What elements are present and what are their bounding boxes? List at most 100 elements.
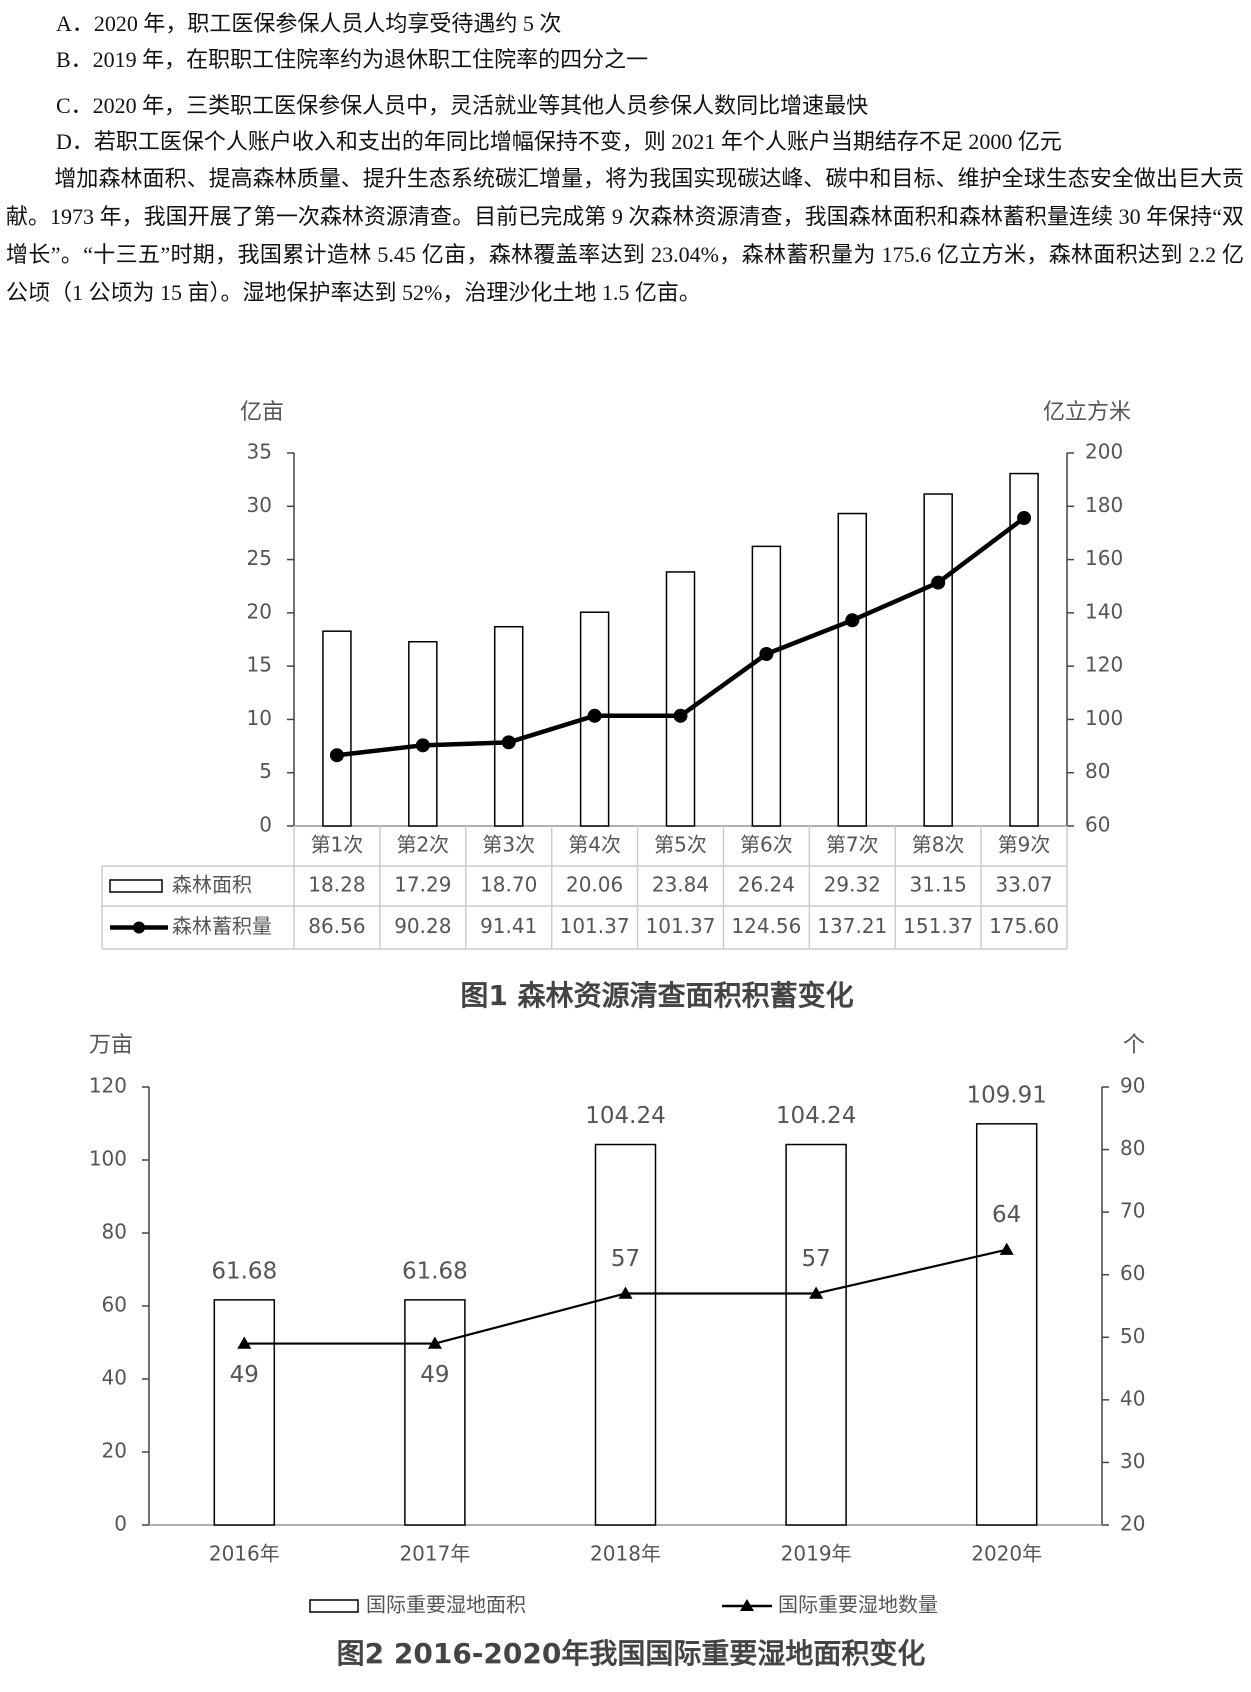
y2-tick-label: 180	[1085, 493, 1123, 517]
y-tick-label: 100	[89, 1147, 127, 1171]
bar	[785, 1143, 847, 1526]
y-axis-label: 万亩	[89, 1033, 133, 1058]
x-tick-label: 2018年	[590, 1542, 661, 1566]
table-value: 86.56	[308, 914, 365, 938]
x-tick-label: 第4次	[568, 833, 621, 857]
y-tick-label: 20	[247, 599, 272, 623]
bar	[493, 625, 524, 827]
y2-tick-label: 140	[1085, 599, 1123, 623]
line-marker	[759, 646, 774, 661]
bar	[594, 1143, 657, 1526]
legend-label: 国际重要湿地面积	[366, 1593, 526, 1617]
x-tick-label: 2017年	[399, 1542, 470, 1566]
table-value: 18.28	[308, 873, 365, 897]
table-value: 90.28	[394, 914, 451, 938]
bar-value-label: 109.91	[966, 1082, 1046, 1108]
legend-label: 森林面积	[172, 873, 252, 897]
y2-tick-label: 100	[1085, 706, 1123, 730]
y2-axis-label: 亿立方米	[1043, 400, 1131, 425]
legend-label: 森林蓄积量	[172, 914, 272, 938]
bar-value-label: 61.68	[211, 1258, 277, 1284]
y2-tick-label: 40	[1120, 1386, 1145, 1410]
line-marker	[501, 735, 516, 750]
y-axis-label: 亿亩	[240, 400, 284, 425]
table-value: 26.24	[738, 873, 795, 897]
bar	[408, 640, 438, 827]
y2-axis-label: 个	[1123, 1033, 1145, 1058]
y-tick-label: 5	[259, 759, 272, 783]
x-tick-label: 第7次	[826, 833, 879, 857]
line-value-label: 57	[611, 1246, 640, 1272]
line-value-label: 57	[801, 1246, 830, 1272]
bar	[1009, 472, 1039, 827]
y2-tick-label: 80	[1120, 1136, 1145, 1160]
y2-tick-label: 50	[1120, 1324, 1145, 1348]
table-value: 18.70	[480, 873, 537, 897]
bar	[213, 1299, 276, 1526]
line-value-label: 49	[420, 1362, 449, 1388]
y-tick-label: 15	[247, 653, 272, 677]
option: C．2020 年，三类职工医保参保人员中，灵活就业等其他人员参保人数同比增速最快	[56, 93, 869, 118]
table-value: 175.60	[989, 914, 1059, 938]
legend-label: 国际重要湿地数量	[778, 1593, 938, 1617]
y2-tick-label: 160	[1085, 546, 1123, 570]
y2-tick-label: 90	[1120, 1074, 1145, 1098]
option: B．2019 年，在职职工住院率约为退休职工住院率的四分之一	[56, 47, 649, 72]
option: D．若职工医保个人账户收入和支出的年同比增幅保持不变，则 2021 年个人账户当…	[56, 129, 1062, 154]
legend-symbol	[109, 879, 163, 893]
y-tick-label: 10	[247, 706, 272, 730]
chart-title: 图1 森林资源清查面积积蓄变化	[460, 979, 853, 1012]
line-value-label: 49	[230, 1362, 259, 1388]
line-marker	[1017, 511, 1032, 526]
y-tick-label: 0	[259, 813, 272, 837]
y2-tick-label: 200	[1085, 440, 1123, 464]
y-tick-label: 80	[102, 1220, 127, 1244]
x-tick-label: 第2次	[396, 833, 449, 857]
x-tick-label: 第8次	[912, 833, 965, 857]
option: A．2020 年，职工医保参保人员人均享受待遇约 5 次	[56, 11, 562, 36]
y-tick-label: 35	[247, 440, 272, 464]
x-tick-label: 第3次	[482, 833, 535, 857]
table-value: 137.21	[817, 914, 887, 938]
line-marker	[809, 1286, 824, 1299]
bar	[975, 1123, 1038, 1526]
line-value-label: 64	[992, 1202, 1021, 1228]
x-tick-label: 2019年	[781, 1542, 852, 1566]
x-tick-label: 第9次	[998, 833, 1051, 857]
table-value: 33.07	[995, 873, 1052, 897]
y-tick-label: 25	[247, 546, 272, 570]
bar-value-label: 104.24	[776, 1103, 856, 1129]
bar	[923, 493, 953, 827]
bar-value-label: 104.24	[585, 1103, 665, 1129]
x-tick-label: 2016年	[209, 1542, 280, 1566]
table-value: 151.37	[903, 914, 973, 938]
table-value: 101.37	[560, 914, 630, 938]
line-marker	[618, 1286, 633, 1299]
y2-tick-label: 70	[1120, 1199, 1145, 1223]
legend-symbol	[740, 1599, 754, 1611]
y2-tick-label: 60	[1120, 1261, 1145, 1285]
paragraph: 增加森林面积、提高森林质量、提升生态系统碳汇增量，将为我国实现碳达峰、碳中和目标…	[6, 166, 1244, 305]
y2-tick-label: 20	[1120, 1512, 1145, 1536]
table-value: 29.32	[824, 873, 881, 897]
line-marker	[845, 613, 860, 628]
bar	[751, 545, 782, 827]
y-tick-label: 20	[102, 1439, 127, 1463]
table-value: 91.41	[480, 914, 537, 938]
y-tick-label: 0	[114, 1512, 127, 1536]
line-marker	[415, 738, 430, 753]
table-value: 31.15	[910, 873, 967, 897]
line-marker	[587, 708, 602, 723]
x-tick-label: 第1次	[311, 833, 364, 857]
bar	[837, 512, 868, 827]
legend-symbol	[309, 1599, 359, 1613]
line-marker	[931, 575, 946, 590]
bar	[322, 630, 352, 827]
line-marker	[673, 708, 688, 723]
bar-value-label: 61.68	[402, 1258, 468, 1284]
y-tick-label: 40	[102, 1366, 127, 1390]
line-marker	[427, 1336, 442, 1349]
bar	[665, 571, 696, 827]
table-value: 23.84	[652, 873, 709, 897]
